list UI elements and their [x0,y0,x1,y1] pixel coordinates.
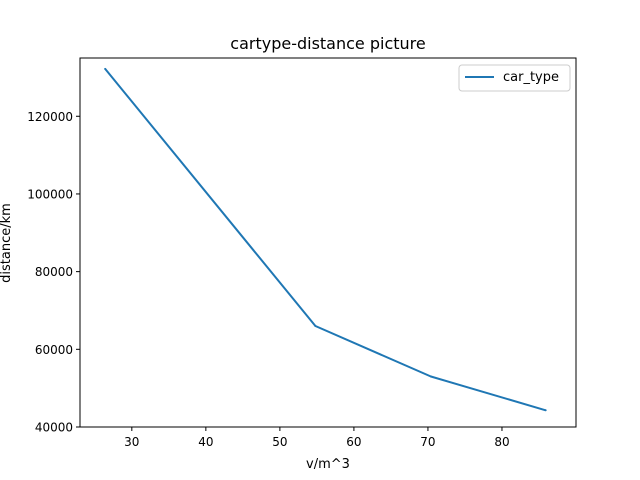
series-line [104,68,546,412]
x-tick-label: 50 [272,435,287,449]
y-axis: 40000 60000 80000 100000 120000 [27,110,80,435]
y-tick-label: 60000 [35,343,73,357]
x-tick-label: 60 [346,435,361,449]
x-axis-label: v/m^3 [306,457,350,472]
data-point [544,409,547,412]
y-tick-label: 40000 [35,421,73,435]
y-tick-label: 120000 [27,110,73,124]
y-tick-label: 80000 [35,265,73,279]
x-axis: 30 40 50 60 70 80 [124,427,510,449]
y-tick-label: 100000 [27,187,73,201]
x-tick-label: 30 [124,435,139,449]
y-axis-label: distance/km [0,203,14,283]
legend-box [458,64,571,92]
legend: car_type [458,64,571,92]
data-point [429,375,432,378]
data-point [104,67,107,70]
plot-area [104,67,547,412]
data-point [314,325,317,328]
x-tick-label: 80 [494,435,509,449]
x-tick-label: 40 [198,435,213,449]
legend-label: car_type [503,70,559,85]
chart-title: cartype-distance picture [230,34,425,53]
axes-frame [79,57,577,428]
x-tick-label: 70 [420,435,435,449]
